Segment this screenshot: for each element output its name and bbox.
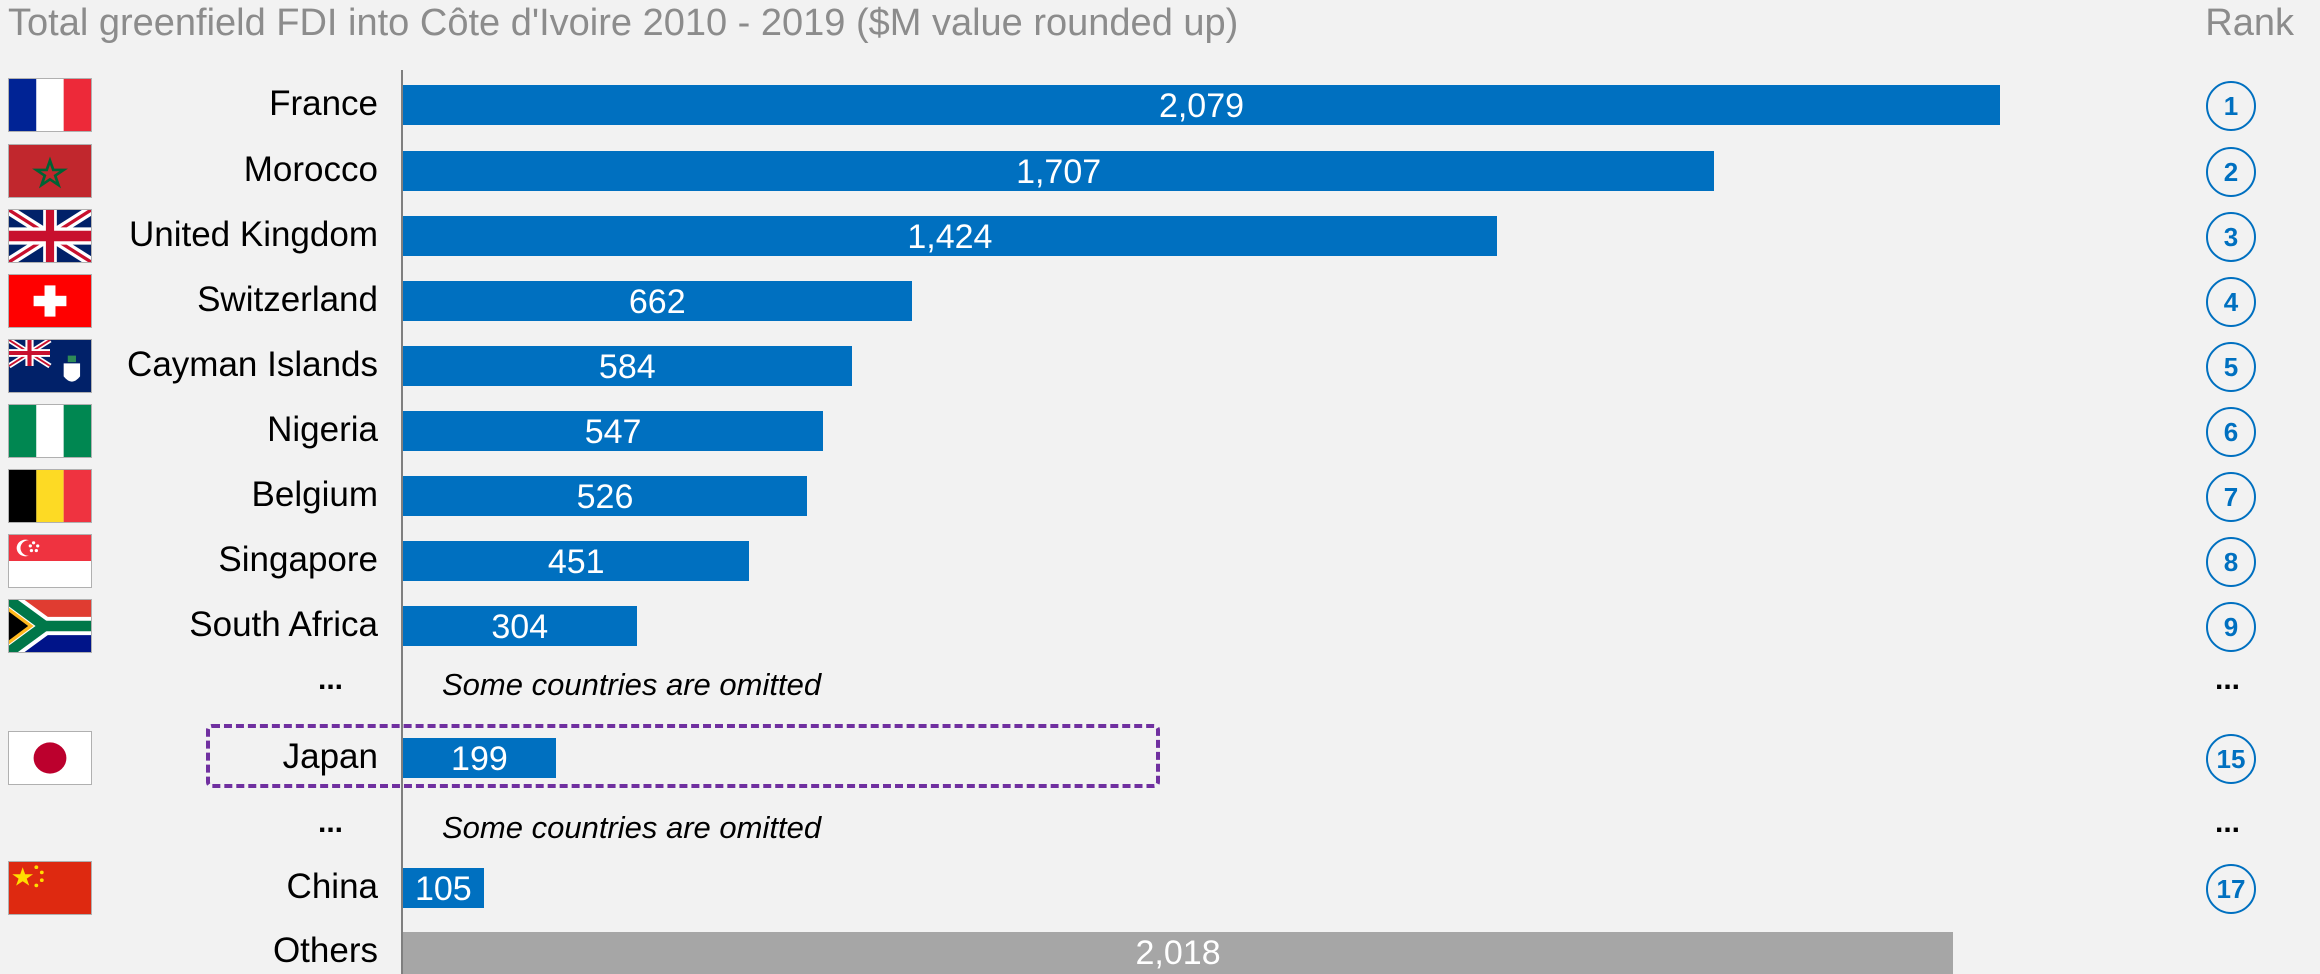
value-label-switzerland: 662 <box>628 283 686 321</box>
category-ellipsis: ... <box>318 806 344 839</box>
value-label-cayman-islands: 584 <box>598 348 656 386</box>
bar-singapore <box>403 541 750 581</box>
country-label-nigeria: Nigeria <box>267 410 378 449</box>
category-axis-line <box>401 70 403 974</box>
country-label-france: France <box>269 84 378 123</box>
country-label-south-africa: South Africa <box>189 605 378 644</box>
value-label-france: 2,079 <box>1158 87 1245 125</box>
rank-badge-france: 1 <box>2206 81 2256 131</box>
value-label-others: 2,018 <box>1135 934 1221 972</box>
country-label-belgium: Belgium <box>251 475 378 514</box>
rank-badge-singapore: 8 <box>2206 537 2256 587</box>
country-label-china: China <box>286 867 378 906</box>
country-label-others: Others <box>272 931 378 970</box>
country-label-japan: Japan <box>282 737 378 776</box>
uk-flag-icon <box>8 209 92 263</box>
category-ellipsis: ... <box>318 663 344 696</box>
country-label-morocco: Morocco <box>243 150 378 189</box>
value-label-united-kingdom: 1,424 <box>907 218 993 256</box>
belgium-flag-icon <box>8 469 92 523</box>
rank-ellipsis: ... <box>2215 806 2241 839</box>
rank-badge-belgium: 7 <box>2206 472 2256 522</box>
bar-switzerland <box>403 281 912 321</box>
rank-badge-switzerland: 4 <box>2206 277 2256 327</box>
japan-highlight-box <box>206 724 1160 788</box>
rank-badge-morocco: 2 <box>2206 147 2256 197</box>
country-label-switzerland: Switzerland <box>197 280 378 319</box>
omitted-countries-note: Some countries are omitted <box>442 667 822 702</box>
morocco-flag-icon <box>8 144 92 198</box>
rank-badge-united-kingdom: 3 <box>2206 212 2256 262</box>
rank-badge-cayman-islands: 5 <box>2206 342 2256 392</box>
rank-badge-japan: 15 <box>2206 734 2256 784</box>
country-label-united-kingdom: United Kingdom <box>128 215 378 254</box>
bar-belgium <box>403 476 808 516</box>
bar-japan <box>403 738 556 778</box>
country-label-singapore: Singapore <box>218 540 378 579</box>
rank-header: Rank <box>2205 2 2294 44</box>
rank-badge-south-africa: 9 <box>2206 602 2256 652</box>
france-flag-icon <box>8 78 92 132</box>
value-label-nigeria: 547 <box>584 413 642 451</box>
bar-others <box>403 932 1954 974</box>
bar-south-africa <box>403 606 637 646</box>
value-label-belgium: 526 <box>576 478 634 516</box>
value-label-morocco: 1,707 <box>1016 153 1102 191</box>
value-label-singapore: 451 <box>547 543 605 581</box>
value-label-china: 105 <box>414 870 472 908</box>
nigeria-flag-icon <box>8 404 92 458</box>
bar-morocco <box>403 151 1715 191</box>
rank-badge-nigeria: 6 <box>2206 407 2256 457</box>
bar-united-kingdom <box>403 216 1497 256</box>
rank-ellipsis: ... <box>2215 663 2241 696</box>
switzerland-flag-icon <box>8 274 92 328</box>
japan-flag-icon <box>8 731 92 785</box>
country-label-cayman-islands: Cayman Islands <box>127 345 378 384</box>
rank-badge-china: 17 <box>2206 864 2256 914</box>
omitted-countries-note: Some countries are omitted <box>442 810 822 845</box>
value-label-japan: 199 <box>451 740 508 778</box>
bar-cayman-islands <box>403 346 852 386</box>
bar-china <box>403 868 484 908</box>
bar-nigeria <box>403 411 824 451</box>
south-africa-flag-icon <box>8 599 92 653</box>
bar-france <box>403 85 2000 125</box>
value-label-south-africa: 304 <box>491 608 549 646</box>
chart-title: Total greenfield FDI into Côte d'Ivoire … <box>8 2 1239 44</box>
cayman-islands-flag-icon <box>8 339 92 393</box>
china-flag-icon <box>8 861 92 915</box>
singapore-flag-icon <box>8 534 92 588</box>
